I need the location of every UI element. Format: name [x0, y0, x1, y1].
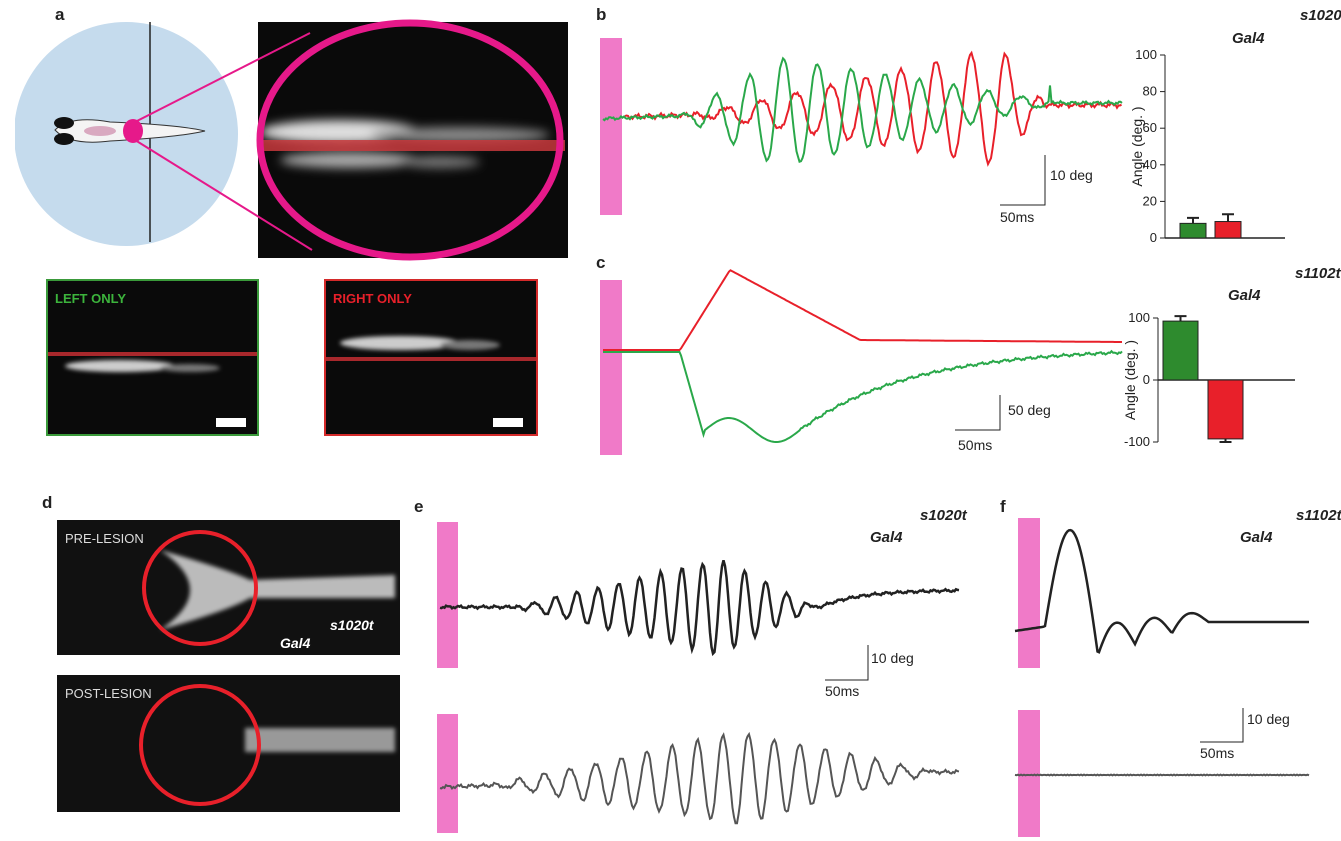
driver-label: Gal4 — [280, 635, 311, 651]
scale-label: 50ms — [958, 437, 992, 453]
label: LEFT ONLY — [55, 291, 126, 306]
error-bar — [1222, 214, 1234, 221]
trace — [1015, 530, 1309, 652]
y-tick-label: 0 — [1143, 372, 1150, 387]
scale-label: 10 deg — [1050, 167, 1093, 183]
page: {"panels": { "a": {"label": "a", "left_l… — [0, 0, 1341, 841]
panel-label: a — [55, 5, 65, 24]
label: PRE-LESION — [65, 531, 144, 546]
scale-bar — [493, 418, 523, 427]
y-tick-label: 20 — [1143, 193, 1157, 208]
scale-bar — [1200, 708, 1243, 742]
scale-label: 50ms — [825, 683, 859, 699]
scale-label: 50 deg — [1008, 402, 1051, 418]
driver-label: Gal4 — [1232, 30, 1265, 47]
label: RIGHT ONLY — [333, 291, 412, 306]
line-label: s1102t — [1296, 507, 1341, 524]
stimulus — [437, 714, 458, 833]
stimulus — [1018, 710, 1040, 837]
scale-bar — [825, 645, 868, 680]
trace — [603, 351, 1122, 442]
scale-label: 50ms — [1000, 209, 1034, 225]
error-bar — [1175, 316, 1187, 321]
y-axis-label: Angle (deg. ) — [1129, 106, 1145, 186]
bar — [1163, 321, 1198, 380]
bar — [1215, 222, 1241, 238]
band — [262, 140, 565, 151]
line-label: s1020t — [330, 617, 375, 633]
trace — [440, 560, 959, 653]
trace — [603, 270, 1122, 350]
scale-label: 10 deg — [1247, 711, 1290, 727]
y-tick-label: 100 — [1135, 47, 1157, 62]
y-tick-label: 80 — [1143, 84, 1157, 99]
panel-label: c — [596, 253, 605, 272]
label: POST-LESION — [65, 686, 152, 701]
driver-label: Gal4 — [1240, 529, 1273, 546]
stimulus — [1018, 518, 1040, 668]
trace — [603, 58, 1122, 161]
trace — [440, 734, 959, 823]
y-tick-label: 0 — [1150, 230, 1157, 245]
figure: a LEFT ONLY RIGHT ONLY b s1020t Gal4 10 … — [0, 0, 1341, 841]
scale-label: 10 deg — [871, 650, 914, 666]
panel-label: d — [42, 493, 52, 512]
trace — [625, 53, 1122, 164]
error-bar — [1187, 218, 1199, 223]
y-tick-label: -100 — [1124, 434, 1150, 449]
bar — [1180, 223, 1206, 238]
stimulus — [600, 38, 622, 215]
panel-label: b — [596, 5, 606, 24]
trace — [1015, 775, 1309, 776]
driver-label: Gal4 — [1228, 287, 1261, 304]
line-label: s1020t — [1300, 7, 1341, 24]
line-label: s1020t — [920, 507, 968, 524]
line-label: s1102t — [1295, 265, 1341, 282]
panel-label: f — [1000, 497, 1006, 516]
scale-bar — [216, 418, 246, 427]
driver-label: Gal4 — [870, 529, 903, 546]
scale-bar — [1000, 155, 1045, 205]
stimulus — [437, 522, 458, 668]
y-tick-label: 100 — [1128, 310, 1150, 325]
panel-label: e — [414, 497, 423, 516]
neurons — [245, 728, 395, 752]
band — [326, 357, 536, 361]
stimulus — [600, 280, 622, 455]
band — [48, 352, 257, 356]
bar — [1208, 380, 1243, 439]
y-axis-label: Angle (deg. ) — [1122, 340, 1138, 420]
scale-label: 50ms — [1200, 745, 1234, 761]
scale-bar — [955, 395, 1000, 430]
